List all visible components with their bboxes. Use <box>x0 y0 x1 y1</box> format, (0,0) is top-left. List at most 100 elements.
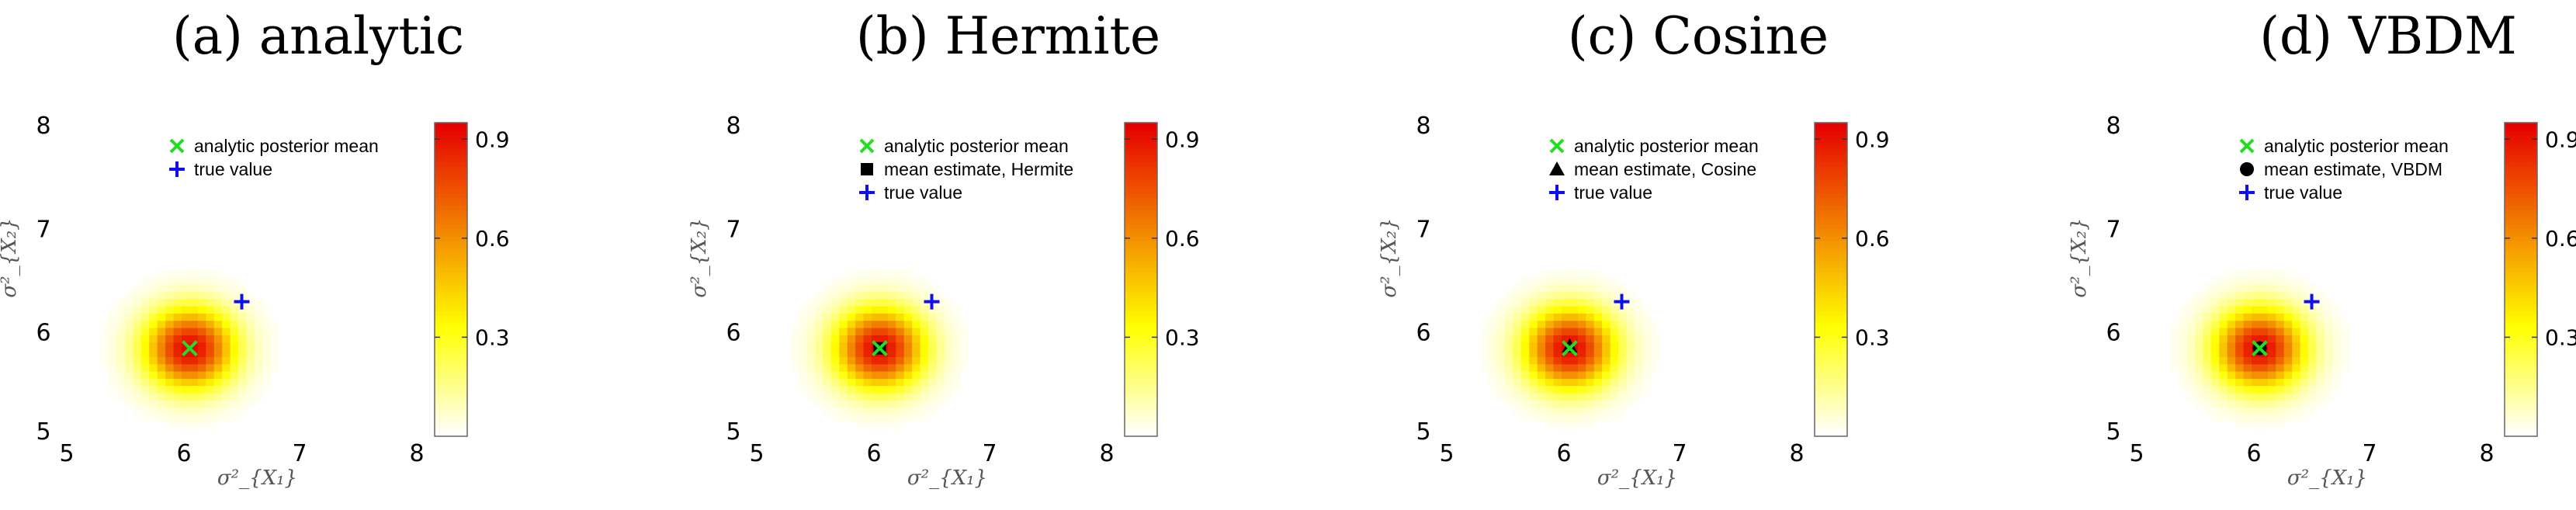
heatmap-cell <box>165 313 175 321</box>
heatmap-cell <box>125 393 134 401</box>
heatmap-cell <box>2227 356 2236 365</box>
colorbar-step <box>1125 177 1157 182</box>
heatmap-cell <box>903 306 913 314</box>
heatmap-cell <box>2324 298 2333 307</box>
heatmap-cell <box>1520 320 1530 328</box>
heatmap-cell <box>206 342 215 350</box>
heatmap-cell <box>879 328 889 335</box>
heatmap-cell <box>839 276 848 285</box>
heatmap-cell <box>839 356 848 365</box>
heatmap-cell <box>1537 393 1546 401</box>
heatmap-cell <box>823 407 832 415</box>
heatmap-cell <box>2252 313 2261 321</box>
heatmap-cell <box>173 371 182 379</box>
heatmap-cell <box>896 393 905 401</box>
heatmap-cell <box>213 306 223 314</box>
heatmap-cell <box>262 371 272 379</box>
plus-marker <box>2304 293 2320 310</box>
colorbar-step <box>2505 401 2537 406</box>
heatmap-cell <box>1553 371 1562 379</box>
heatmap-cell <box>2210 400 2220 408</box>
heatmap-cell <box>246 385 255 394</box>
heatmap-cell <box>872 415 881 422</box>
heatmap-cell <box>839 284 848 292</box>
heatmap-cell <box>1529 393 1538 401</box>
heatmap-cell <box>2276 378 2285 387</box>
heatmap-cell <box>1642 349 1652 357</box>
heatmap-cell <box>960 335 969 343</box>
colorbar-step <box>1125 393 1157 398</box>
heatmap-cell <box>912 371 921 379</box>
heatmap-cell <box>1626 356 1635 365</box>
colorbar-step <box>1815 196 1847 202</box>
heatmap-cell <box>2243 356 2252 365</box>
heatmap-cell <box>912 328 921 335</box>
heatmap-cell <box>1626 363 1635 372</box>
heatmap-cell <box>847 298 856 307</box>
heatmap-cell <box>896 269 905 278</box>
heatmap-cell <box>1545 378 1555 387</box>
heatmap-cell <box>1626 349 1635 357</box>
heatmap-cell <box>847 393 856 401</box>
y-axis-label: σ²_{X₂} <box>0 217 21 297</box>
heatmap-cell <box>2170 342 2179 350</box>
heatmap-cell <box>2340 335 2349 343</box>
heatmap-cell <box>790 328 799 335</box>
heatmap-cell <box>133 349 142 357</box>
heatmap-cell <box>2267 393 2276 401</box>
colorbar-step <box>1815 220 1847 226</box>
colorbar-tick-label: 0.6 <box>2545 226 2576 252</box>
colorbar-step <box>1125 161 1157 167</box>
colorbar-step <box>2505 213 2537 217</box>
heatmap-cell <box>1529 276 1538 285</box>
heatmap-cell <box>1577 385 1586 394</box>
heatmap-cell <box>847 276 856 285</box>
heatmap-cell <box>116 349 126 357</box>
colorbar-step <box>435 173 467 179</box>
heatmap-cell <box>1618 363 1628 372</box>
heatmap-cell <box>1610 349 1619 357</box>
heatmap-cell <box>125 335 134 343</box>
heatmap-cell <box>815 400 824 408</box>
heatmap-cell <box>1553 349 1562 357</box>
heatmap-cell <box>2283 276 2293 285</box>
heatmap-cell <box>815 320 824 328</box>
heatmap-cell <box>2267 378 2276 387</box>
colorbar-frame <box>2504 122 2538 437</box>
heatmap-cell <box>806 371 816 379</box>
heatmap-cell <box>936 298 945 307</box>
heatmap-cell <box>799 385 808 394</box>
heatmap-cell <box>830 342 840 350</box>
heatmap-cell <box>133 371 142 379</box>
heatmap-cell <box>182 407 191 415</box>
heatmap-cell <box>887 284 896 292</box>
heatmap-cell <box>1586 371 1595 379</box>
heatmap-cell <box>182 284 191 292</box>
heatmap-cell <box>197 320 206 328</box>
heatmap-cell <box>1537 306 1546 314</box>
heatmap-cell <box>887 385 896 394</box>
heatmap-cell <box>2292 306 2301 314</box>
heatmap-cell <box>896 371 905 379</box>
heatmap-cell <box>262 342 272 350</box>
heatmap-cell <box>1618 407 1628 415</box>
heatmap-cell <box>872 313 881 321</box>
heatmap-cell <box>230 284 239 292</box>
heatmap-cell <box>2276 298 2285 307</box>
heatmap-cell <box>116 378 126 387</box>
heatmap-cell <box>2276 313 2285 321</box>
heatmap-cell <box>2267 284 2276 292</box>
heatmap-cell <box>2267 349 2276 357</box>
heatmap-cell <box>1562 385 1571 394</box>
heatmap-cell <box>213 298 223 307</box>
heatmap-cell <box>799 371 808 379</box>
heatmap-cell <box>238 328 248 335</box>
heatmap-cell <box>165 269 175 278</box>
heatmap-cell <box>1537 313 1546 321</box>
heatmap-cell <box>2316 378 2325 387</box>
colorbar-step <box>1815 389 1847 394</box>
colorbar-step <box>435 349 467 355</box>
heatmap-cell <box>928 349 938 357</box>
heatmap-cell <box>823 284 832 292</box>
heatmap-cell <box>855 378 865 387</box>
